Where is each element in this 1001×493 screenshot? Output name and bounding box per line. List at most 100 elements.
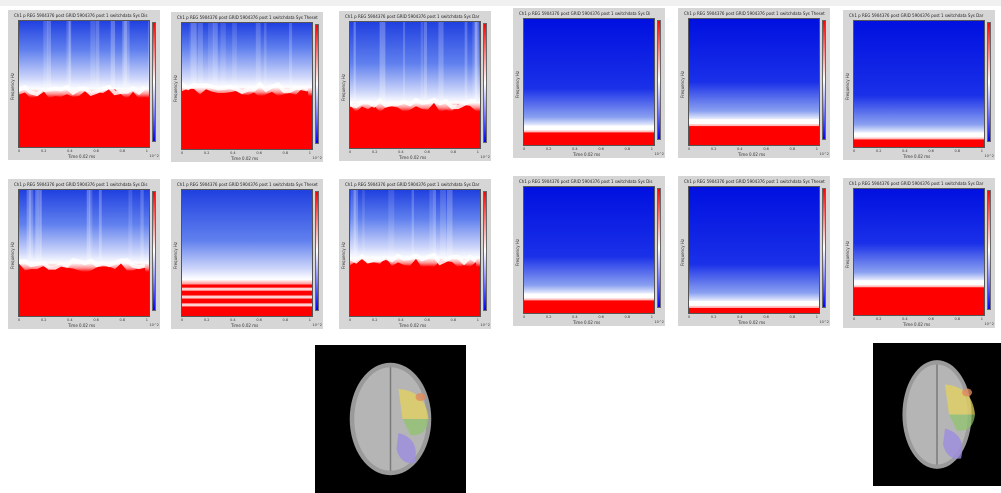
plot-area bbox=[181, 189, 313, 317]
x-tick-label: 0.4 bbox=[572, 315, 578, 319]
x-tick-label: 0.2 bbox=[545, 315, 552, 319]
transition-band bbox=[854, 280, 984, 286]
x-tick-label: 1 bbox=[308, 151, 311, 155]
x-axis-ticks: 0 0.2 0.4 0.6 0.8 1 bbox=[688, 147, 818, 151]
high-power-region bbox=[182, 88, 312, 149]
plot-area bbox=[18, 20, 150, 148]
panel-title: Ch1 p REG 5904376 post GRID 5904376 post… bbox=[849, 13, 984, 18]
x-tick-label: 1 bbox=[476, 318, 479, 322]
plot-area bbox=[688, 18, 820, 146]
colorbar-exponent: 10^2 bbox=[480, 323, 490, 327]
x-axis-label: Time 0.02 ms bbox=[231, 323, 259, 328]
spectral-streak bbox=[420, 22, 423, 100]
spectral-streak bbox=[36, 190, 40, 261]
high-power-region bbox=[350, 102, 480, 148]
x-axis-label: Time 0.02 ms bbox=[573, 320, 601, 325]
x-tick-label: 0.6 bbox=[256, 151, 262, 155]
transition-band bbox=[19, 257, 146, 270]
overlay-region bbox=[398, 389, 429, 419]
power-field bbox=[689, 187, 819, 313]
colorbar-exponent: 10^2 bbox=[984, 322, 994, 326]
x-tick-label: 0.4 bbox=[230, 151, 236, 155]
x-tick-label: 0.8 bbox=[282, 151, 289, 155]
x-tick-label: 0.6 bbox=[928, 317, 934, 321]
x-tick-label: 0.2 bbox=[203, 151, 210, 155]
colorbar-exponent: 10^2 bbox=[819, 152, 829, 156]
panel-title: Ch1 p REG 5904376 post GRID 5904376 post… bbox=[519, 179, 653, 184]
colorbar-exponent: 10^2 bbox=[149, 154, 159, 158]
plot-area bbox=[181, 22, 313, 150]
plot-area bbox=[688, 186, 820, 314]
transition-band bbox=[350, 252, 478, 266]
y-axis-label: Frequency Hz bbox=[680, 238, 685, 266]
brain-scan-panel bbox=[873, 343, 1001, 486]
transition-band bbox=[854, 132, 984, 138]
y-axis-label: Frequency Hz bbox=[10, 72, 15, 100]
spectral-streak bbox=[189, 23, 192, 85]
spectrogram-image bbox=[854, 21, 984, 147]
x-tick-label: 1 bbox=[815, 315, 818, 319]
x-tick-label: 0 bbox=[853, 317, 856, 321]
colorbar-exponent: 10^2 bbox=[480, 155, 490, 159]
spectrogram-image bbox=[19, 190, 149, 316]
x-tick-label: 0.8 bbox=[789, 315, 796, 319]
colorbar-exponent: 10^2 bbox=[312, 323, 322, 327]
y-axis-label: Frequency Hz bbox=[10, 241, 15, 269]
spectral-streak bbox=[43, 21, 48, 87]
x-tick-label: 0.6 bbox=[763, 315, 769, 319]
plot-area bbox=[349, 21, 481, 149]
spectral-streak bbox=[438, 22, 444, 100]
transition-band bbox=[524, 293, 654, 299]
spectral-streak bbox=[232, 23, 237, 85]
x-axis-ticks: 0 0.2 0.4 0.6 0.8 1 bbox=[18, 149, 148, 153]
x-axis-ticks: 0 0.2 0.4 0.6 0.8 1 bbox=[523, 315, 653, 319]
spectral-streak bbox=[475, 22, 480, 100]
x-tick-label: 0.2 bbox=[40, 318, 47, 322]
transition-band bbox=[689, 119, 819, 125]
spectrogram-image bbox=[350, 190, 480, 316]
spectrogram-image bbox=[689, 19, 819, 145]
plot-area bbox=[853, 188, 985, 316]
y-axis-label: Frequency Hz bbox=[680, 70, 685, 98]
spectral-streak bbox=[68, 21, 71, 87]
x-tick-label: 0.4 bbox=[230, 318, 236, 322]
x-axis-label: Time 0.02 ms bbox=[399, 155, 427, 160]
x-tick-label: 0.6 bbox=[93, 149, 99, 153]
spectrogram-panel: Ch1 p REG 5904376 post GRID 5904376 post… bbox=[339, 179, 491, 329]
x-tick-label: 0.4 bbox=[737, 315, 743, 319]
colorbar bbox=[987, 190, 991, 310]
x-tick-label: 0.2 bbox=[203, 318, 210, 322]
x-tick-label: 1 bbox=[145, 318, 148, 322]
spectral-streak bbox=[362, 190, 365, 256]
spectrogram-panel: Ch1 p REG 5904376 post GRID 5904376 post… bbox=[843, 10, 995, 160]
x-tick-label: 1 bbox=[815, 147, 818, 151]
x-axis-label: Time 0.02 ms bbox=[68, 323, 96, 328]
x-axis-ticks: 0 0.2 0.4 0.6 0.8 1 bbox=[181, 151, 311, 155]
panel-title: Ch1 p REG 5904376 post GRID 5904376 post… bbox=[519, 11, 651, 16]
x-axis-ticks: 0 0.2 0.4 0.6 0.8 1 bbox=[688, 315, 818, 319]
spectrogram-image bbox=[350, 22, 480, 148]
x-tick-label: 0 bbox=[853, 149, 856, 153]
x-tick-label: 0 bbox=[18, 318, 21, 322]
x-axis-label: Time 0.02 ms bbox=[573, 152, 601, 157]
spectral-streak bbox=[264, 23, 267, 85]
spectrogram-panel: Ch1 p REG 5904376 post GRID 5904376 post… bbox=[171, 179, 323, 329]
y-axis-label: Frequency Hz bbox=[341, 241, 346, 269]
power-field bbox=[524, 19, 654, 145]
overlay-region bbox=[943, 428, 963, 459]
spectral-streak bbox=[197, 23, 203, 85]
spectrogram-image bbox=[182, 190, 312, 316]
colorbar-exponent: 10^2 bbox=[654, 152, 664, 156]
high-power-region bbox=[854, 139, 984, 147]
x-tick-label: 0.8 bbox=[789, 147, 796, 151]
panel-title: Ch1 p REG 5904376 post GRID 5904376 post… bbox=[345, 14, 480, 19]
spectral-streak bbox=[86, 190, 91, 261]
panel-title: Ch1 p REG 5904376 post GRID 5904376 post… bbox=[849, 181, 984, 186]
x-axis-label: Time 0.02 ms bbox=[738, 152, 766, 157]
x-tick-label: 0 bbox=[688, 315, 691, 319]
spectral-streak bbox=[353, 190, 356, 256]
power-field bbox=[524, 187, 654, 313]
spectral-streak bbox=[191, 23, 197, 85]
panel-title: Ch1 p REG 5904376 post GRID 5904376 post… bbox=[345, 182, 480, 187]
spectral-streak bbox=[95, 21, 100, 87]
